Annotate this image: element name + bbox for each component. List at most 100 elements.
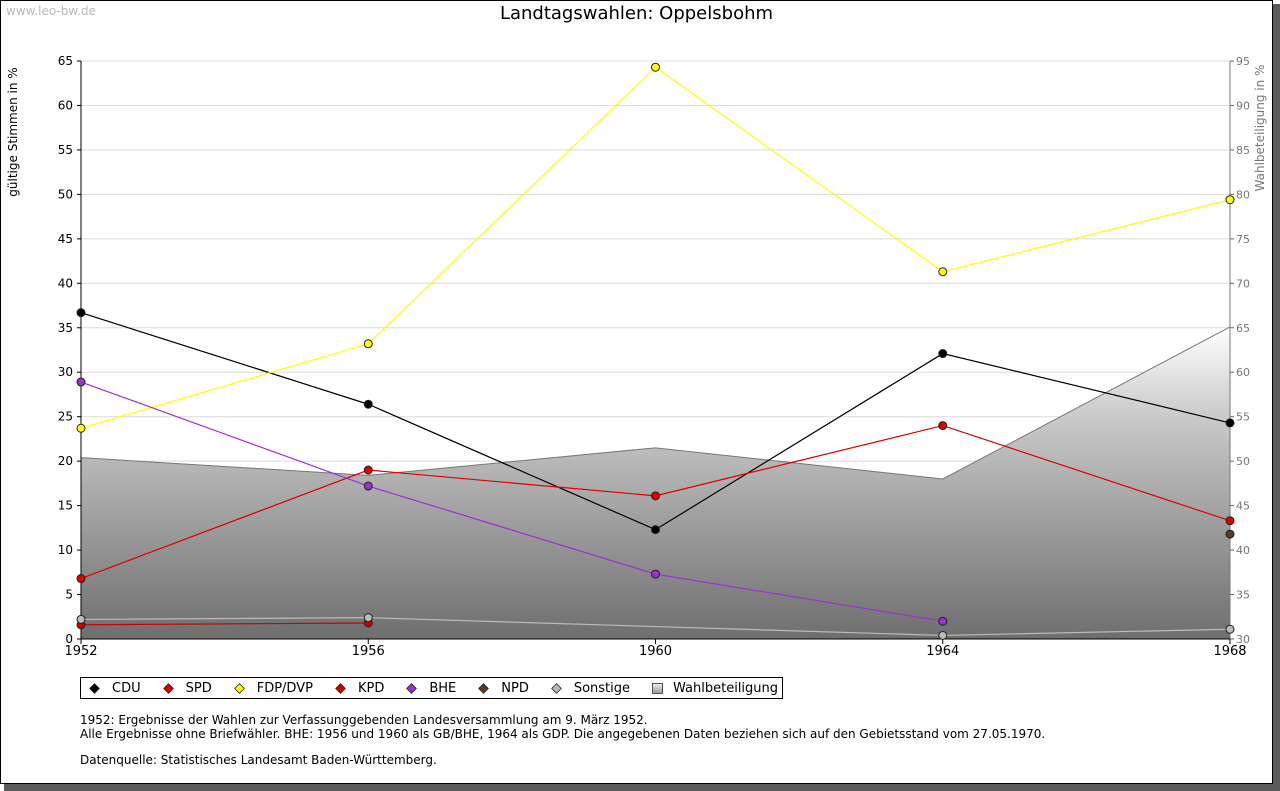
legend-item-wahlbeteiligung: Wahlbeteiligung	[652, 681, 778, 696]
right-tick-label: 70	[1236, 277, 1250, 290]
point-fdp-dvp	[363, 339, 373, 349]
left-tick-label: 25	[58, 410, 73, 424]
y-axis-label-left: gültige Stimmen in %	[6, 67, 20, 196]
point-spd	[76, 574, 86, 584]
point-spd	[363, 465, 373, 475]
legend-label-wahlbeteiligung: Wahlbeteiligung	[673, 680, 779, 696]
point-sonstige	[76, 614, 86, 624]
note-line-2: Alle Ergebnisse ohne Briefwähler. BHE: 1…	[80, 727, 1046, 741]
series-line-fdp-dvp	[80, 66, 1231, 429]
legend-item-npd: NPD	[478, 681, 529, 696]
x-tick-label: 1952	[64, 644, 97, 659]
legend-item-cdu: CDU	[89, 681, 141, 696]
point-npd	[1225, 529, 1235, 539]
legend-label-spd: SPD	[185, 680, 212, 696]
x-tick-label: 1964	[926, 644, 959, 659]
chart-title: Landtagswahlen: Oppelsbohm	[499, 3, 774, 24]
right-tick-label: 50	[1236, 455, 1250, 468]
point-cdu	[651, 525, 660, 535]
point-spd	[651, 491, 660, 501]
right-tick-label: 60	[1236, 366, 1250, 379]
point-sonstige	[938, 630, 948, 640]
left-tick-label: 5	[65, 588, 73, 602]
right-tick-label: 80	[1236, 188, 1250, 201]
series-line-sonstige	[80, 617, 1231, 637]
series-line-bhe	[80, 381, 943, 622]
point-bhe	[938, 616, 948, 626]
legend-marker-npd	[478, 682, 490, 694]
left-tick-label: 0	[65, 632, 73, 646]
turnout-line	[80, 326, 1231, 480]
point-cdu	[1225, 418, 1235, 428]
legend-item-kpd: KPD	[335, 681, 384, 696]
frame-shadow-bottom	[4, 784, 1280, 791]
legend-item-bhe: BHE	[406, 681, 456, 696]
left-tick-label: 40	[58, 276, 73, 290]
y-axis-label-right: Wahlbeteiligung in %	[1253, 65, 1267, 192]
legend-marker-fdp-dvp	[233, 682, 245, 694]
point-sonstige	[363, 613, 373, 623]
point-spd	[938, 421, 948, 431]
point-fdp-dvp	[651, 62, 660, 72]
right-tick-label: 75	[1236, 233, 1250, 246]
legend-marker-sonstige	[550, 682, 562, 694]
right-tick-label: 65	[1236, 322, 1250, 335]
legend-label-sonstige: Sonstige	[573, 680, 631, 696]
legend-marker-bhe	[406, 682, 418, 694]
left-tick-label: 55	[58, 143, 73, 157]
turnout-area	[81, 326, 1230, 639]
right-tick-label: 55	[1236, 411, 1250, 424]
legend-item-spd: SPD	[162, 680, 212, 696]
right-tick-label: 95	[1236, 55, 1250, 68]
x-tick-label: 1968	[1213, 644, 1246, 659]
left-tick-label: 45	[58, 232, 73, 246]
left-tick-label: 30	[58, 365, 73, 379]
legend-label-bhe: BHE	[429, 680, 457, 696]
data-source: Datenquelle: Statistisches Landesamt Bad…	[80, 753, 437, 767]
point-bhe	[651, 569, 660, 579]
legend-label-npd: NPD	[501, 680, 529, 696]
right-tick-label: 85	[1236, 144, 1250, 157]
point-cdu	[363, 399, 373, 409]
watermark: www.leo-bw.de	[6, 4, 96, 18]
right-tick-label: 40	[1236, 544, 1250, 557]
left-tick-label: 15	[58, 499, 73, 513]
left-tick-label: 65	[58, 54, 73, 68]
legend-marker-kpd	[335, 682, 346, 694]
left-tick-label: 20	[58, 454, 73, 468]
point-sonstige	[1225, 624, 1235, 634]
series-line-kpd	[80, 622, 369, 626]
point-spd	[1225, 516, 1235, 526]
point-fdp-dvp	[938, 267, 948, 277]
point-fdp-dvp	[1225, 195, 1235, 205]
legend-label-fdp-dvp: FDP/DVP	[256, 680, 313, 696]
right-tick-label: 45	[1236, 500, 1250, 513]
left-tick-label: 60	[58, 98, 73, 112]
note-line-1: 1952: Ergebnisse der Wahlen zur Verfassu…	[80, 713, 648, 727]
left-tick-label: 50	[58, 187, 73, 201]
right-tick-label: 30	[1236, 633, 1250, 646]
frame-shadow-right	[1273, 4, 1280, 791]
legend-item-sonstige: Sonstige	[550, 680, 631, 696]
left-tick-label: 35	[58, 321, 73, 335]
right-tick-label: 35	[1236, 589, 1250, 602]
chart-legend: CDU SPD FDP/DVP KPD BHE NPD Sonstige Wahlbeteil…	[80, 677, 784, 699]
legend-item-fdp-dvp: FDP/DVP	[233, 680, 313, 696]
legend-marker-wahlbeteiligung	[652, 682, 664, 694]
legend-label-cdu: CDU	[112, 680, 141, 696]
point-bhe	[363, 481, 373, 491]
x-tick-label: 1956	[352, 644, 385, 659]
point-cdu	[938, 349, 948, 359]
legend-marker-cdu	[89, 682, 100, 694]
chart-notes: 1952: Ergebnisse der Wahlen zur Verfassu…	[80, 713, 1045, 767]
point-fdp-dvp	[76, 423, 86, 433]
legend-marker-spd	[162, 682, 174, 694]
point-bhe	[76, 377, 86, 387]
right-tick-label: 90	[1236, 99, 1250, 112]
left-tick-label: 10	[58, 543, 73, 557]
legend-label-kpd: KPD	[357, 680, 385, 696]
x-tick-label: 1960	[639, 644, 672, 659]
point-cdu	[76, 308, 86, 318]
